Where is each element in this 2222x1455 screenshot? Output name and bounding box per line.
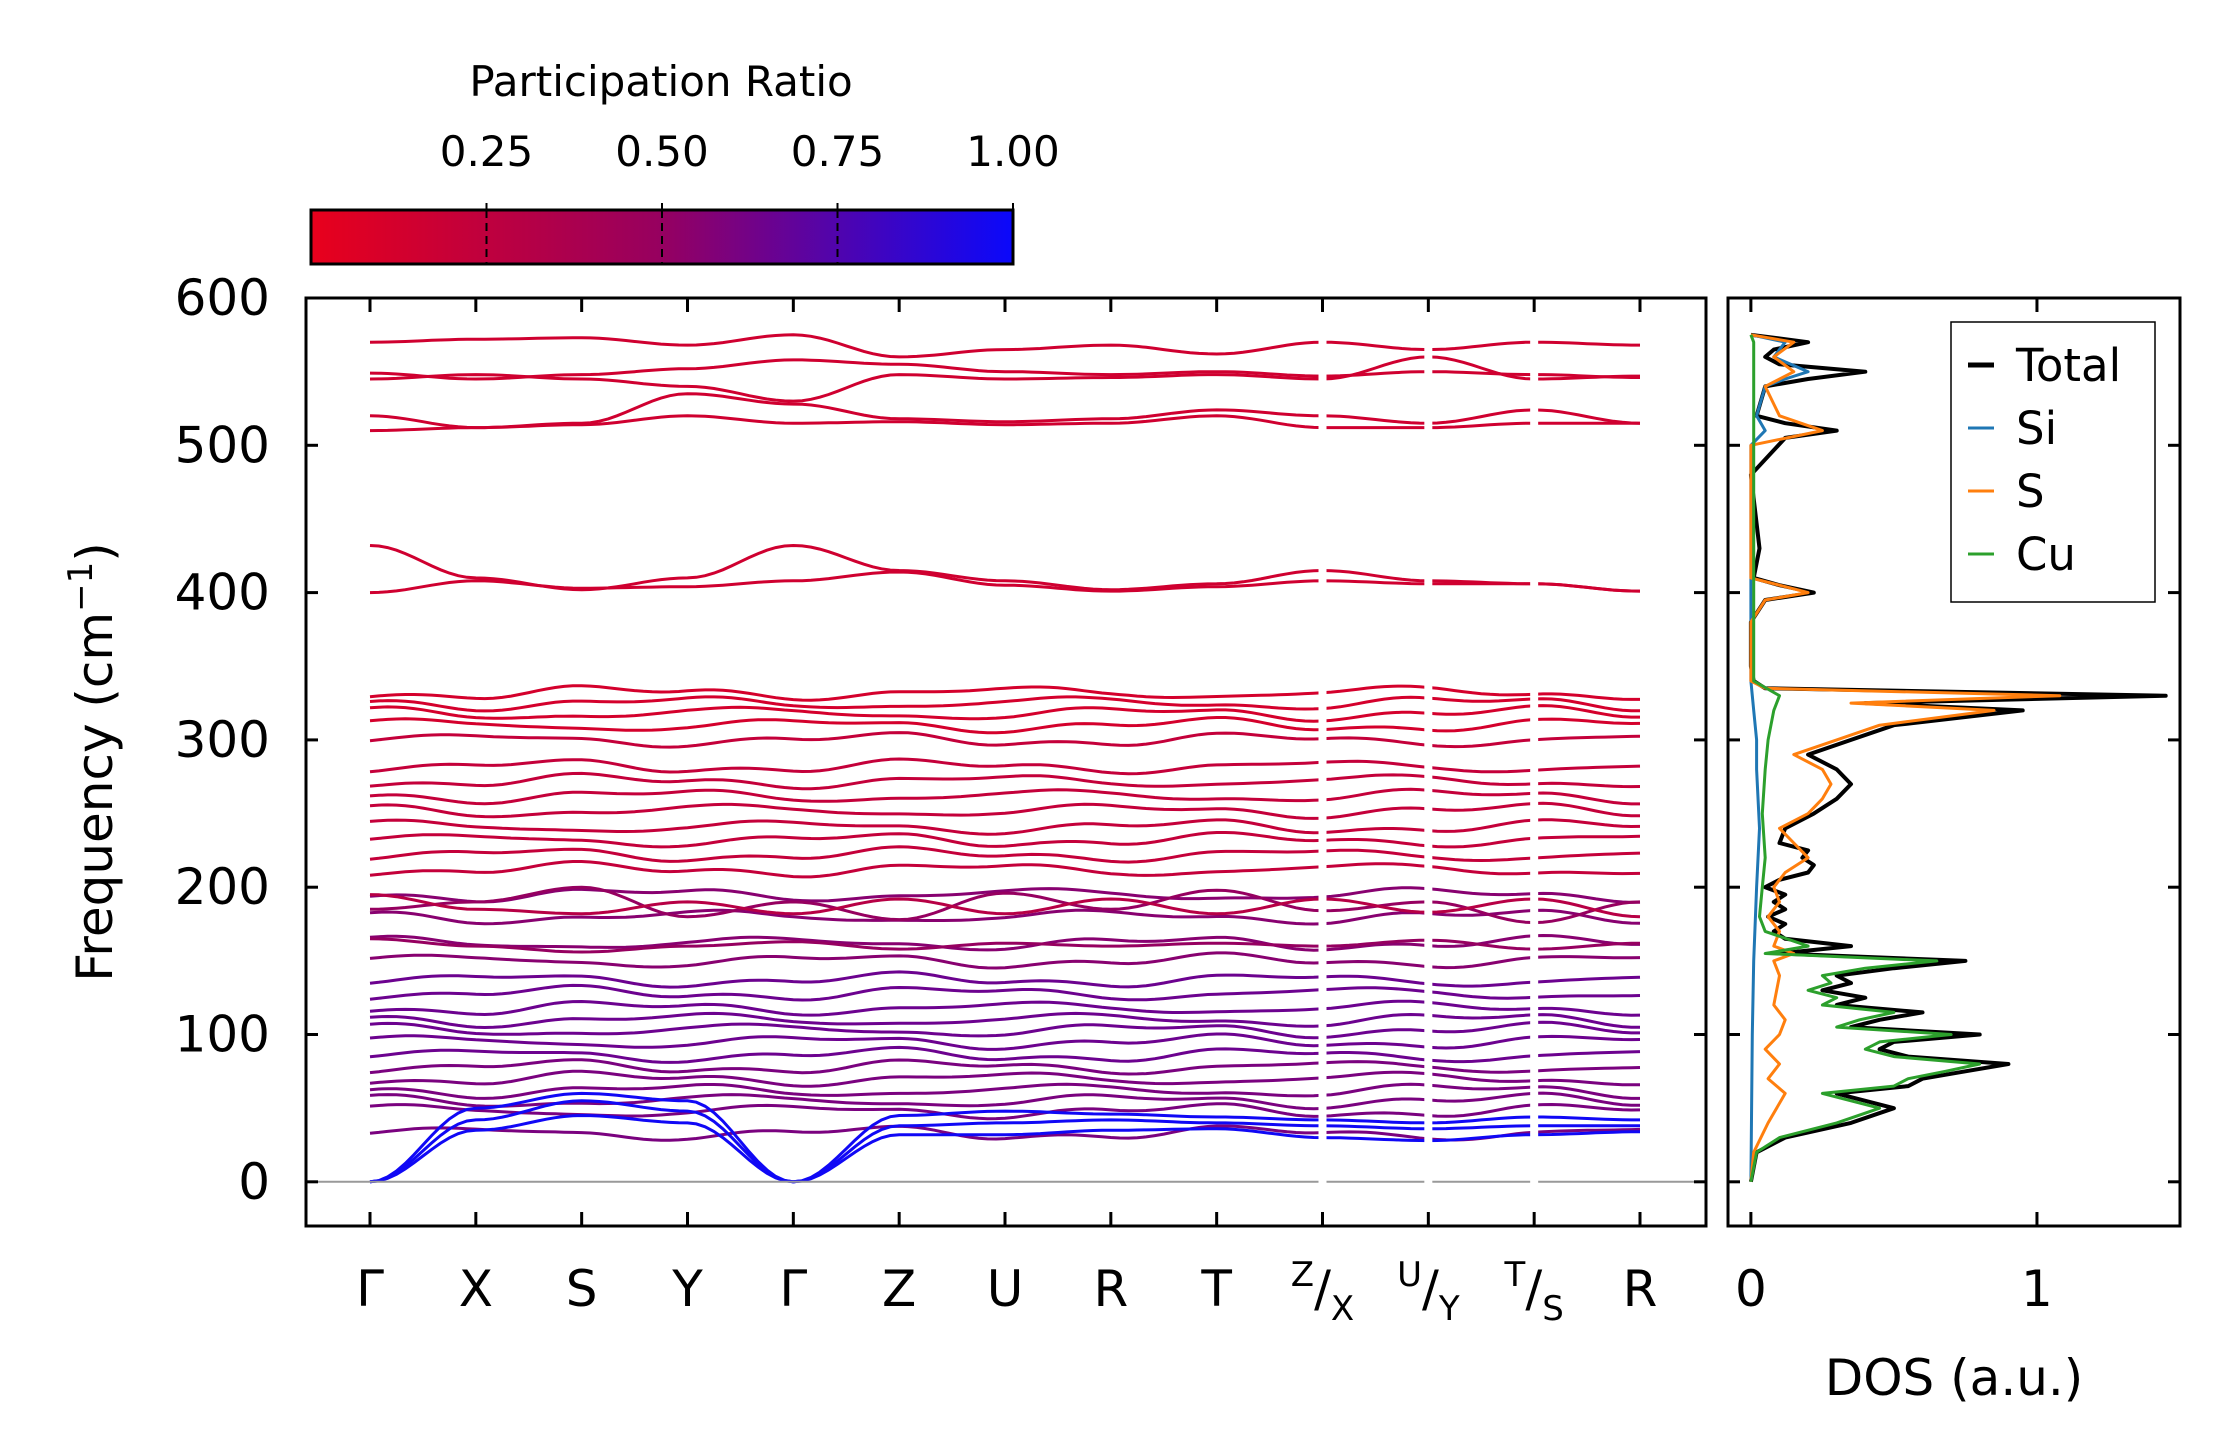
dos-curve-s — [1749, 333, 2062, 1182]
k-point-label: Γ — [356, 1260, 384, 1318]
k-point-label: R — [1093, 1260, 1128, 1318]
legend-label: Total — [2015, 339, 2121, 392]
phonon-band — [369, 1020, 1640, 1040]
phonon-band — [369, 757, 1641, 776]
colorbar-tick-label: 0.25 — [440, 127, 534, 176]
dos-x-tick-label: 0 — [1735, 1260, 1767, 1318]
k-point-label: Z/X — [1291, 1255, 1354, 1329]
phonon-band — [369, 787, 1640, 806]
y-axis-title: Frequency (cm−1) — [61, 542, 124, 982]
k-point-label: U/Y — [1397, 1255, 1460, 1329]
phonon-band — [369, 716, 1641, 735]
dos-legend: Total Si S Cu — [1950, 321, 2156, 603]
segment-breaks — [1318, 318, 1539, 1206]
k-point-label: Γ — [779, 1260, 807, 1318]
phonon-band — [369, 392, 1641, 430]
phonon-band — [369, 999, 1641, 1017]
x-axis-ticks: Γ X S Y Γ Z U R T Z/X U/Y T/S R — [356, 298, 1657, 1329]
colorbar-tick-label: 1.00 — [966, 127, 1060, 176]
dos-x-tick-label: 1 — [2021, 1260, 2053, 1318]
phonon-band — [369, 801, 1640, 820]
colorbar: Participation Ratio 0.25 0.50 0.75 1.00 — [309, 57, 1060, 266]
y-tick-label: 500 — [175, 416, 270, 474]
phonon-band — [369, 818, 1641, 836]
phonon-band — [369, 1011, 1640, 1030]
colorbar-tick-marks — [485, 203, 1014, 264]
legend-label: Cu — [2016, 528, 2076, 581]
colorbar-tick-labels: 0.25 0.50 0.75 1.00 — [440, 127, 1060, 176]
colorbar-title: Participation Ratio — [469, 57, 852, 106]
y-tick-label: 400 — [175, 564, 270, 622]
legend-items: Total Si S Cu — [1968, 339, 2121, 581]
phonon-bands — [369, 333, 1641, 1184]
k-point-label: U — [987, 1260, 1024, 1318]
dos-curve-cu — [1749, 334, 1982, 1183]
phonon-band — [369, 358, 1640, 381]
colorbar-tick-label: 0.50 — [615, 127, 709, 176]
phonon-band — [369, 860, 1641, 879]
phonon-band — [369, 1069, 1641, 1088]
phonon-band — [369, 983, 1641, 1002]
k-point-label: T/S — [1504, 1255, 1564, 1329]
legend-label: Si — [2016, 402, 2057, 455]
y-tick-label: 0 — [238, 1153, 270, 1211]
y-tick-label: 600 — [175, 269, 270, 327]
phonon-band — [369, 355, 1640, 403]
y-tick-label: 200 — [175, 858, 270, 916]
phonon-band — [369, 695, 1640, 713]
legend-label: S — [2016, 465, 2045, 518]
y-axis-title-sup: −1 — [61, 562, 101, 612]
phonon-band — [369, 684, 1640, 702]
y-tick-label: 300 — [175, 711, 270, 769]
dos-plot-frame — [1726, 296, 2182, 1228]
acoustic-band — [369, 1113, 1641, 1184]
phonon-band — [369, 333, 1640, 359]
k-point-label: T — [1200, 1260, 1232, 1318]
colorbar-tick-label: 0.75 — [791, 127, 885, 176]
k-point-label: R — [1623, 1260, 1658, 1318]
dos-x-axis-title: DOS (a.u.) — [1825, 1349, 2084, 1407]
k-point-label: S — [566, 1260, 598, 1318]
phonon-band — [369, 704, 1640, 723]
y-axis-title-end: ) — [66, 542, 124, 562]
y-axis-ticks: 0 100 200 300 400 500 600 — [175, 269, 1706, 1211]
k-point-label: X — [459, 1260, 493, 1318]
dos-curves — [1748, 332, 2168, 1183]
y-axis-title-main: Frequency (cm — [66, 612, 124, 982]
k-point-label: Z — [882, 1260, 916, 1318]
phonon-band — [369, 951, 1641, 970]
y-tick-label: 100 — [175, 1006, 270, 1064]
phonon-band — [369, 845, 1641, 864]
k-point-label: Y — [671, 1260, 703, 1318]
phonon-band — [369, 731, 1641, 749]
phonon-band — [369, 771, 1641, 791]
